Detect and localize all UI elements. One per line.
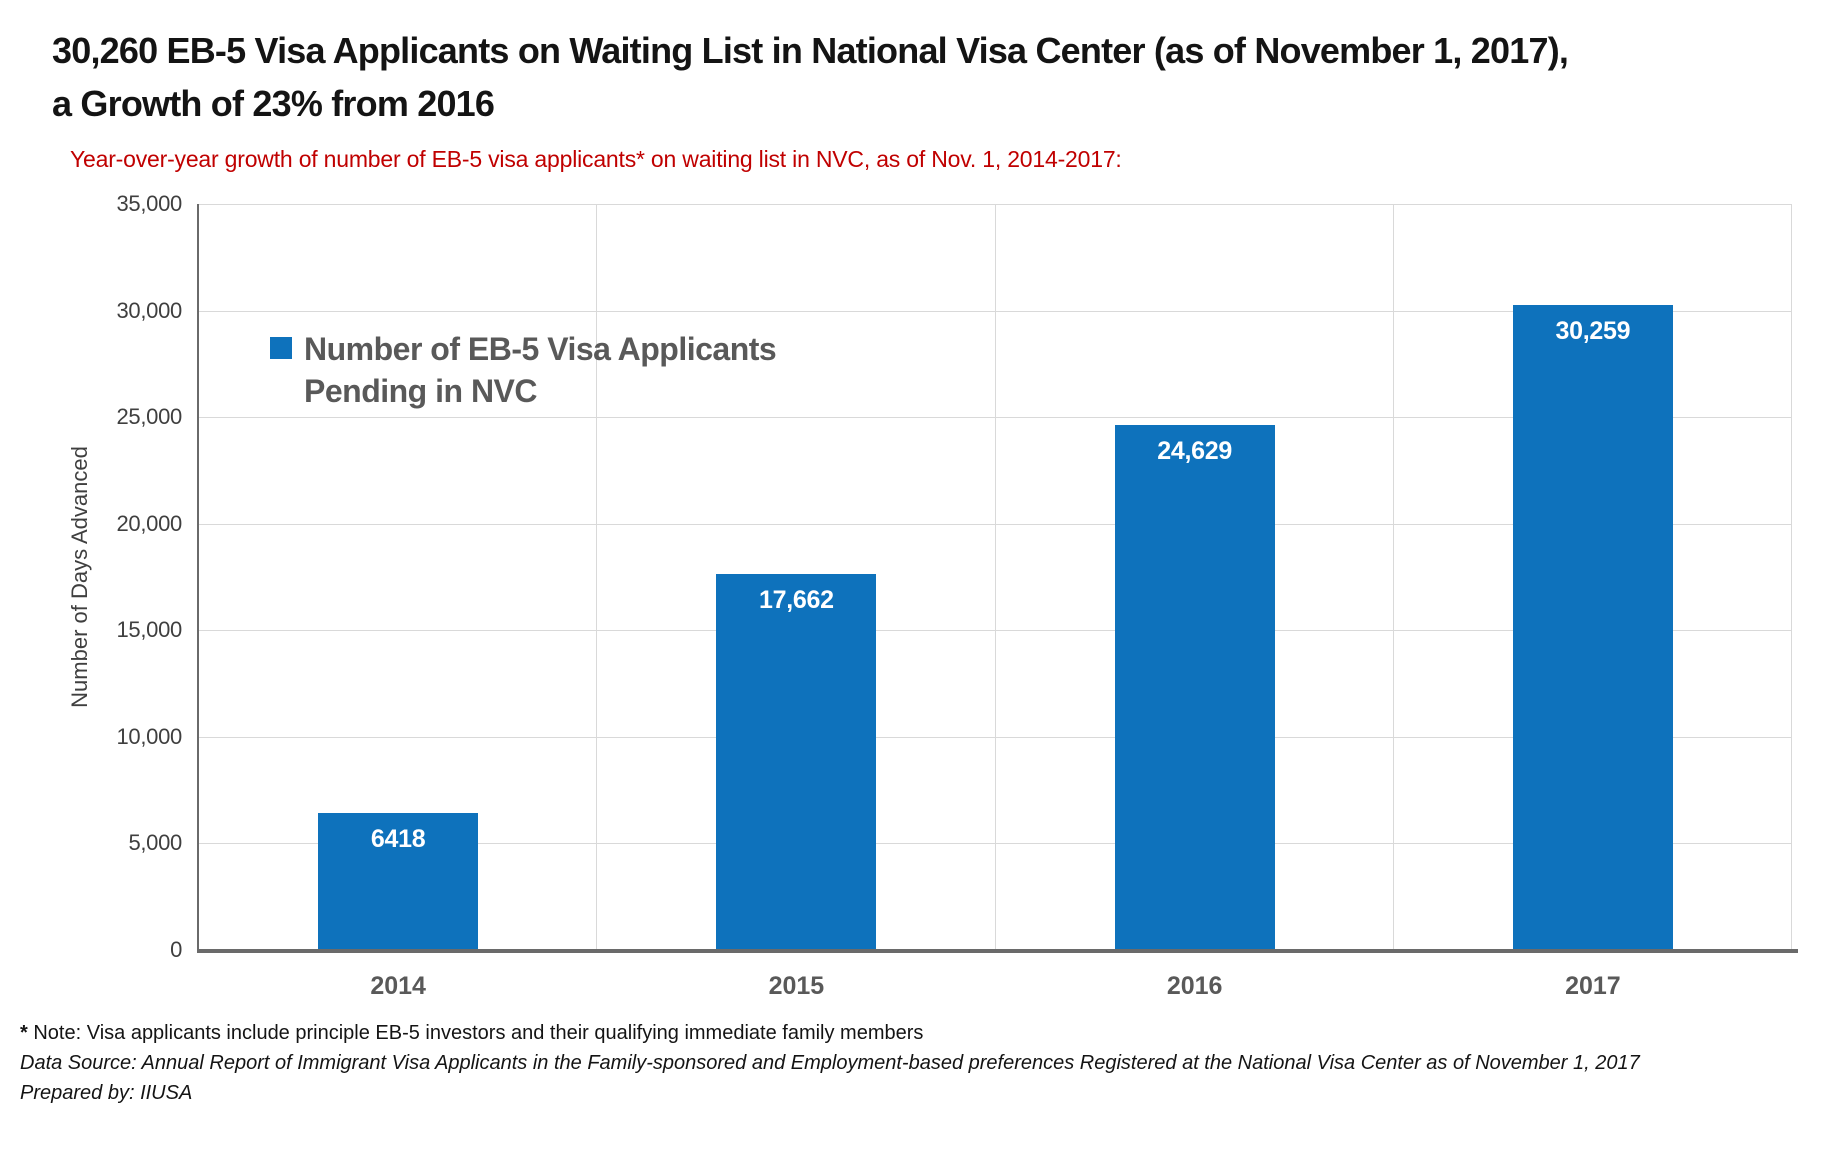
y-tick-label-0: 0: [170, 937, 182, 962]
bar-2015: 17,662: [716, 573, 877, 950]
chart-subtitle: Year-over-year growth of number of EB-5 …: [70, 146, 1122, 172]
x-tick-label-2014: 2014: [370, 972, 426, 1000]
h-gridline-20000: [199, 523, 1792, 525]
plot-area: 0 5,000 10,000 15,000 20,000 25,000 30,000 35,0…: [117, 191, 1798, 1000]
page-title-line2: a Growth of 23% from 2016: [52, 83, 495, 124]
bar-2014: 6418: [318, 813, 479, 950]
bar-2016: 24,629: [1114, 425, 1275, 950]
x-tick-label-2015: 2015: [768, 972, 825, 1000]
y-tick-label-30000: 30,000: [116, 297, 183, 323]
h-gridline-15000: [199, 630, 1792, 632]
y-tick-label-25000: 25,000: [116, 404, 183, 430]
legend-swatch-icon: [270, 337, 292, 359]
page-title: 30,260 EB-5 Visa Applicants on Waiting L…: [52, 24, 1772, 130]
v-gridline-4: [1791, 204, 1792, 950]
bar-value-label-2015: 17,662: [759, 585, 834, 614]
v-gridline-1: [596, 204, 598, 950]
legend-label-line2: Pending in NVC: [304, 373, 538, 409]
footnote-asterisk: *: [20, 1022, 28, 1044]
y-tick-label-35000: 35,000: [116, 191, 183, 216]
chart-legend: Number of EB-5 Visa Applicants Pending i…: [270, 328, 777, 412]
h-gridline-10000: [199, 736, 1792, 738]
page-title-line1: 30,260 EB-5 Visa Applicants on Waiting L…: [52, 30, 1569, 71]
data-source-note: Data Source: Annual Report of Immigrant …: [20, 1052, 1640, 1074]
v-gridline-2: [994, 204, 996, 950]
bar-value-label-2017: 30,259: [1555, 317, 1631, 346]
v-gridline-3: [1392, 204, 1394, 950]
y-axis-line: [197, 204, 199, 950]
x-tick-label-2016: 2016: [1166, 972, 1223, 1000]
prepared-by-note: Prepared by: IIUSA: [20, 1082, 193, 1104]
h-gridline-35000: [199, 204, 1792, 205]
bar-value-label-2016: 24,629: [1157, 437, 1232, 466]
y-tick-label-10000: 10,000: [116, 723, 183, 749]
bar-2017: 30,259: [1512, 305, 1673, 950]
footnote-text: Note: Visa applicants include principle …: [27, 1022, 924, 1044]
legend-label: Number of EB-5 Visa Applicants Pending i…: [304, 328, 777, 412]
x-axis-line: [197, 949, 1798, 953]
h-gridline-30000: [199, 310, 1792, 312]
legend-label-line1: Number of EB-5 Visa Applicants: [304, 331, 777, 367]
bar-value-label-2014: 6418: [370, 825, 426, 854]
h-gridline-25000: [199, 417, 1792, 419]
y-tick-label-15000: 15,000: [116, 617, 183, 643]
y-tick-label-5000: 5,000: [128, 830, 182, 856]
h-gridline-5000: [199, 843, 1792, 845]
y-axis-title: Number of Days Advanced: [67, 446, 92, 708]
x-tick-label-2017: 2017: [1565, 972, 1621, 1000]
y-tick-label-20000: 20,000: [116, 510, 183, 536]
footnote: * Note: Visa applicants include principl…: [20, 1022, 923, 1045]
